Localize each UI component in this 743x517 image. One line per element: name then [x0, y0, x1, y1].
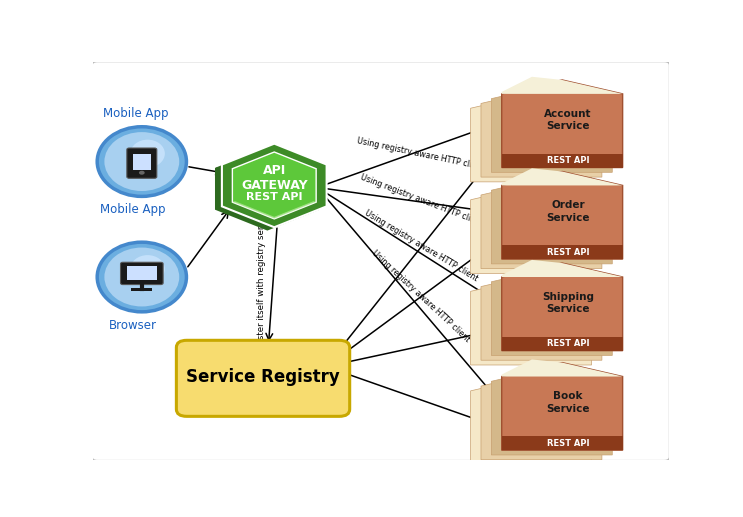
- Ellipse shape: [130, 140, 165, 168]
- Circle shape: [139, 171, 145, 175]
- FancyBboxPatch shape: [132, 288, 152, 292]
- Ellipse shape: [130, 255, 165, 283]
- Polygon shape: [233, 201, 317, 219]
- Text: Account
Service: Account Service: [544, 109, 591, 131]
- Polygon shape: [502, 169, 623, 186]
- Polygon shape: [502, 154, 623, 168]
- Text: REST API: REST API: [246, 192, 302, 202]
- Polygon shape: [481, 272, 602, 360]
- Polygon shape: [215, 147, 319, 231]
- Text: REST API: REST API: [547, 156, 589, 165]
- Ellipse shape: [97, 242, 186, 312]
- Text: Service Registry: Service Registry: [186, 368, 340, 386]
- FancyBboxPatch shape: [132, 155, 151, 170]
- Text: Browser: Browser: [109, 319, 158, 332]
- Polygon shape: [481, 181, 602, 269]
- Text: Book
Service: Book Service: [546, 391, 590, 414]
- Polygon shape: [502, 436, 623, 450]
- Text: Order
Service: Order Service: [546, 200, 590, 222]
- Polygon shape: [222, 144, 327, 227]
- Polygon shape: [470, 186, 591, 273]
- Ellipse shape: [104, 248, 179, 307]
- Polygon shape: [233, 152, 317, 219]
- Polygon shape: [502, 362, 623, 450]
- Text: Using registry aware HTTP client: Using registry aware HTTP client: [359, 173, 484, 228]
- Polygon shape: [502, 245, 623, 259]
- Polygon shape: [502, 80, 623, 168]
- Text: API
GATEWAY: API GATEWAY: [241, 164, 308, 192]
- Text: REST API: REST API: [547, 339, 589, 348]
- Text: REST API: REST API: [547, 248, 589, 256]
- Polygon shape: [470, 94, 591, 182]
- Text: Mobile App: Mobile App: [100, 203, 166, 216]
- Text: Using registry aware HTTP client: Using registry aware HTTP client: [357, 136, 486, 173]
- FancyBboxPatch shape: [91, 61, 670, 461]
- Polygon shape: [502, 337, 623, 351]
- Polygon shape: [491, 85, 612, 172]
- Text: REST API: REST API: [547, 438, 589, 448]
- Polygon shape: [481, 372, 602, 460]
- Text: Register itself with registry server: Register itself with registry server: [257, 212, 266, 358]
- Polygon shape: [502, 172, 623, 259]
- Polygon shape: [502, 260, 623, 277]
- Ellipse shape: [104, 132, 179, 191]
- FancyBboxPatch shape: [127, 148, 157, 178]
- Text: Using registry aware HTTP client: Using registry aware HTTP client: [363, 209, 479, 284]
- Polygon shape: [470, 377, 591, 464]
- Polygon shape: [502, 77, 623, 94]
- Polygon shape: [502, 263, 623, 351]
- Polygon shape: [502, 359, 623, 376]
- Ellipse shape: [97, 127, 186, 196]
- Polygon shape: [491, 368, 612, 455]
- FancyBboxPatch shape: [127, 266, 157, 280]
- Polygon shape: [491, 268, 612, 355]
- Text: Mobile App: Mobile App: [103, 107, 169, 120]
- FancyBboxPatch shape: [176, 340, 350, 416]
- Polygon shape: [470, 278, 591, 365]
- Text: Using registry aware HTTP client: Using registry aware HTTP client: [370, 248, 472, 344]
- FancyBboxPatch shape: [120, 262, 163, 284]
- Polygon shape: [491, 176, 612, 264]
- Polygon shape: [481, 89, 602, 177]
- Text: Shipping
Service: Shipping Service: [542, 292, 594, 314]
